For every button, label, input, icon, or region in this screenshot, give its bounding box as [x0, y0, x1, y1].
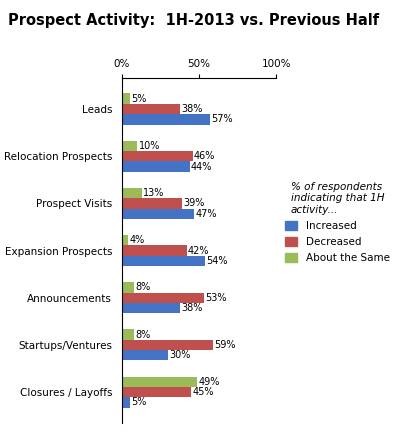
- Text: 30%: 30%: [169, 350, 190, 360]
- Text: 13%: 13%: [143, 188, 164, 198]
- Text: 42%: 42%: [188, 245, 209, 256]
- Bar: [122, 162, 189, 172]
- Bar: [122, 303, 180, 313]
- Text: 8%: 8%: [135, 330, 150, 340]
- Text: 46%: 46%: [194, 151, 215, 161]
- Text: 45%: 45%: [192, 387, 213, 397]
- Bar: [122, 377, 197, 387]
- Text: 10%: 10%: [138, 141, 160, 151]
- Bar: [122, 282, 134, 292]
- Legend: Increased, Decreased, About the Same: Increased, Decreased, About the Same: [282, 180, 391, 265]
- Text: 47%: 47%: [195, 209, 217, 219]
- Bar: [122, 104, 180, 114]
- Text: 38%: 38%: [181, 303, 202, 313]
- Bar: [122, 93, 129, 104]
- Bar: [122, 198, 181, 209]
- Bar: [122, 151, 192, 162]
- Bar: [122, 141, 137, 151]
- Bar: [122, 256, 205, 266]
- Text: 53%: 53%: [204, 293, 226, 303]
- Bar: [122, 114, 209, 124]
- Text: 5%: 5%: [130, 397, 146, 407]
- Bar: [122, 209, 194, 219]
- Text: Prospect Activity:  1H-2013 vs. Previous Half: Prospect Activity: 1H-2013 vs. Previous …: [8, 13, 378, 28]
- Text: 4%: 4%: [129, 235, 144, 245]
- Bar: [122, 397, 129, 408]
- Bar: [122, 350, 168, 360]
- Bar: [122, 340, 212, 350]
- Bar: [122, 235, 128, 245]
- Text: 49%: 49%: [198, 377, 220, 387]
- Bar: [122, 292, 203, 303]
- Text: 8%: 8%: [135, 283, 150, 292]
- Bar: [122, 387, 191, 397]
- Text: 44%: 44%: [190, 162, 212, 172]
- Text: 38%: 38%: [181, 104, 202, 114]
- Bar: [122, 245, 186, 256]
- Text: 39%: 39%: [183, 198, 204, 208]
- Text: 54%: 54%: [206, 256, 227, 266]
- Text: 59%: 59%: [213, 340, 235, 350]
- Text: 5%: 5%: [130, 94, 146, 104]
- Bar: [122, 329, 134, 340]
- Text: 57%: 57%: [211, 114, 232, 124]
- Bar: [122, 188, 141, 198]
